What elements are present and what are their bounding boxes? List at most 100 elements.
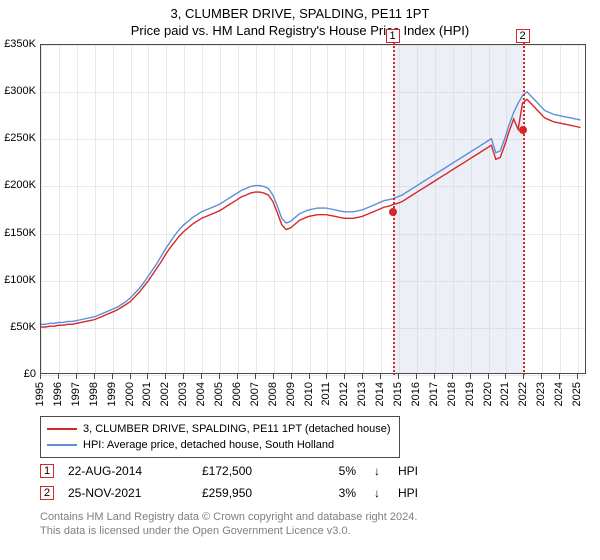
event-row: 1 22-AUG-2014 £172,500 5% ↓ HPI (40, 460, 580, 482)
event-marker-box: 1 (40, 464, 54, 478)
xtick-label: 2000 (124, 382, 136, 406)
xtick-mark (452, 374, 453, 379)
xtick-mark (380, 374, 381, 379)
ytick-label: £350K (4, 38, 36, 50)
xtick-label: 2014 (374, 382, 386, 406)
xtick-label: 2005 (213, 382, 225, 406)
event-date: 25-NOV-2021 (68, 486, 188, 500)
ytick-label: £0 (24, 368, 36, 380)
event-hpi-label: HPI (398, 464, 428, 478)
event-pct: 3% (316, 486, 356, 500)
xtick-label: 2004 (195, 382, 207, 406)
ytick-label: £300K (4, 85, 36, 97)
xtick-mark (434, 374, 435, 379)
xtick-label: 2006 (231, 382, 243, 406)
event-price: £259,950 (202, 486, 302, 500)
xtick-mark (165, 374, 166, 379)
xtick-mark (255, 374, 256, 379)
event-marker-label: 2 (516, 29, 530, 43)
chart-title: 3, CLUMBER DRIVE, SPALDING, PE11 1PT (0, 6, 600, 21)
ytick-label: £250K (4, 132, 36, 144)
x-axis: 1995199619971998199920002001200220032004… (40, 374, 586, 414)
xtick-label: 2008 (267, 382, 279, 406)
xtick-label: 2020 (482, 382, 494, 406)
event-row: 2 25-NOV-2021 £259,950 3% ↓ HPI (40, 482, 580, 504)
xtick-label: 1997 (70, 382, 82, 406)
xtick-mark (523, 374, 524, 379)
xtick-mark (219, 374, 220, 379)
xtick-label: 2009 (285, 382, 297, 406)
event-hpi-label: HPI (398, 486, 428, 500)
ytick-label: £150K (4, 227, 36, 239)
xtick-mark (130, 374, 131, 379)
xtick-label: 2024 (553, 382, 565, 406)
legend-swatch (47, 428, 77, 430)
footer-attribution: Contains HM Land Registry data © Crown c… (40, 510, 417, 538)
xtick-mark (201, 374, 202, 379)
footer-line: Contains HM Land Registry data © Crown c… (40, 510, 417, 524)
xtick-mark (58, 374, 59, 379)
xtick-label: 1996 (52, 382, 64, 406)
xtick-mark (326, 374, 327, 379)
xtick-mark (40, 374, 41, 379)
xtick-mark (76, 374, 77, 379)
xtick-label: 2023 (535, 382, 547, 406)
xtick-label: 2019 (464, 382, 476, 406)
xtick-mark (577, 374, 578, 379)
xtick-label: 2007 (249, 382, 261, 406)
xtick-label: 1995 (34, 382, 46, 406)
chart-plot-area: 12 (40, 44, 586, 374)
event-vertical-line (523, 43, 525, 375)
xtick-label: 2002 (159, 382, 171, 406)
xtick-mark (559, 374, 560, 379)
ytick-label: £200K (4, 179, 36, 191)
event-dot (519, 126, 527, 134)
xtick-mark (309, 374, 310, 379)
series-line-property (41, 99, 581, 327)
xtick-label: 2011 (320, 382, 332, 406)
legend-item-hpi: HPI: Average price, detached house, Sout… (47, 437, 393, 453)
xtick-mark (416, 374, 417, 379)
xtick-mark (112, 374, 113, 379)
xtick-mark (183, 374, 184, 379)
xtick-label: 2003 (177, 382, 189, 406)
xtick-label: 2001 (141, 382, 153, 406)
xtick-mark (541, 374, 542, 379)
down-arrow-icon: ↓ (370, 486, 384, 500)
event-pct: 5% (316, 464, 356, 478)
legend-label: 3, CLUMBER DRIVE, SPALDING, PE11 1PT (de… (83, 421, 391, 437)
chart-subtitle: Price paid vs. HM Land Registry's House … (0, 23, 600, 38)
xtick-label: 2013 (356, 382, 368, 406)
event-table: 1 22-AUG-2014 £172,500 5% ↓ HPI 2 25-NOV… (40, 460, 580, 504)
xtick-label: 2022 (517, 382, 529, 406)
xtick-mark (505, 374, 506, 379)
xtick-label: 2025 (571, 382, 583, 406)
legend-item-property: 3, CLUMBER DRIVE, SPALDING, PE11 1PT (de… (47, 421, 393, 437)
xtick-mark (470, 374, 471, 379)
event-date: 22-AUG-2014 (68, 464, 188, 478)
xtick-mark (237, 374, 238, 379)
xtick-label: 2017 (428, 382, 440, 406)
event-marker-label: 1 (386, 29, 400, 43)
xtick-mark (291, 374, 292, 379)
xtick-label: 1998 (88, 382, 100, 406)
xtick-mark (398, 374, 399, 379)
xtick-label: 2015 (392, 382, 404, 406)
xtick-mark (273, 374, 274, 379)
legend-label: HPI: Average price, detached house, Sout… (83, 437, 334, 453)
legend-swatch (47, 444, 77, 446)
series-line-hpi (41, 92, 581, 324)
event-price: £172,500 (202, 464, 302, 478)
ytick-label: £100K (4, 274, 36, 286)
event-marker-box: 2 (40, 486, 54, 500)
xtick-mark (344, 374, 345, 379)
legend: 3, CLUMBER DRIVE, SPALDING, PE11 1PT (de… (40, 416, 400, 458)
xtick-mark (94, 374, 95, 379)
xtick-label: 2021 (499, 382, 511, 406)
xtick-label: 2010 (303, 382, 315, 406)
xtick-label: 2016 (410, 382, 422, 406)
ytick-label: £50K (10, 321, 36, 333)
down-arrow-icon: ↓ (370, 464, 384, 478)
event-dot (389, 208, 397, 216)
xtick-mark (147, 374, 148, 379)
